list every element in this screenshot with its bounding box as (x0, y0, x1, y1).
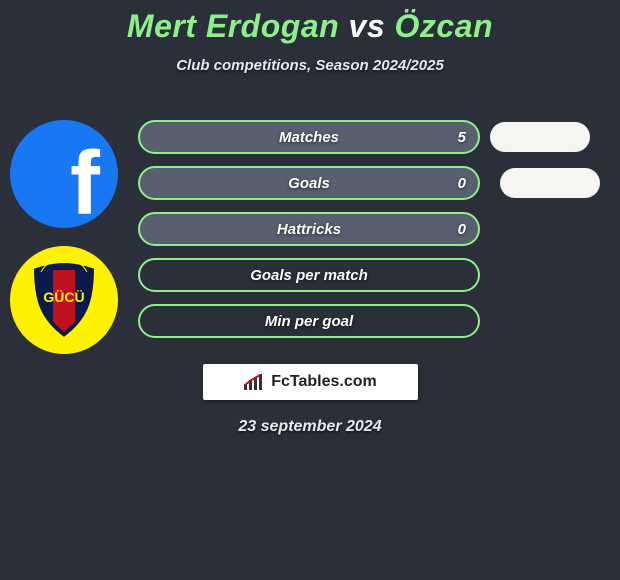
chart-icon (243, 373, 265, 391)
comparison-card: Mert Erdogan vs Özcan Club competitions,… (0, 0, 620, 580)
subtitle: Club competitions, Season 2024/2025 (0, 57, 620, 74)
club-badge-avatar[interactable]: GÜCÜ (10, 246, 118, 354)
stat-row-hattricks: Hattricks 0 (138, 212, 480, 246)
stat-label: Hattricks (277, 221, 341, 238)
title-player2: Özcan (395, 8, 494, 44)
stat-row-min-per-goal: Min per goal (138, 304, 480, 338)
stat-value-player1: 0 (458, 221, 466, 238)
stat-row-goals-per-match: Goals per match (138, 258, 480, 292)
club-badge-icon: GÜCÜ (29, 260, 99, 340)
page-title: Mert Erdogan vs Özcan (0, 0, 620, 45)
title-vs: vs (349, 8, 395, 44)
stat-bubble-player2 (490, 122, 590, 152)
stat-value-player1: 0 (458, 175, 466, 192)
date-label: 23 september 2024 (0, 418, 620, 436)
stat-label: Matches (279, 129, 339, 146)
facebook-icon: f (70, 133, 100, 228)
title-player1: Mert Erdogan (127, 8, 339, 44)
avatars-column: f GÜCÜ (10, 120, 118, 372)
svg-text:GÜCÜ: GÜCÜ (43, 289, 84, 305)
stat-bubble-player2 (500, 168, 600, 198)
stat-label: Goals (288, 175, 330, 192)
stats-rows: Matches 5 Goals 0 Hattricks 0 Goals per match M… (138, 120, 480, 350)
stat-label: Goals per match (250, 267, 368, 284)
stat-label: Min per goal (265, 313, 353, 330)
stat-value-player1: 5 (458, 129, 466, 146)
stat-row-goals: Goals 0 (138, 166, 480, 200)
branding-text: FcTables.com (271, 373, 377, 391)
facebook-avatar[interactable]: f (10, 120, 118, 228)
stat-row-matches: Matches 5 (138, 120, 480, 154)
branding-badge[interactable]: FcTables.com (203, 364, 418, 400)
